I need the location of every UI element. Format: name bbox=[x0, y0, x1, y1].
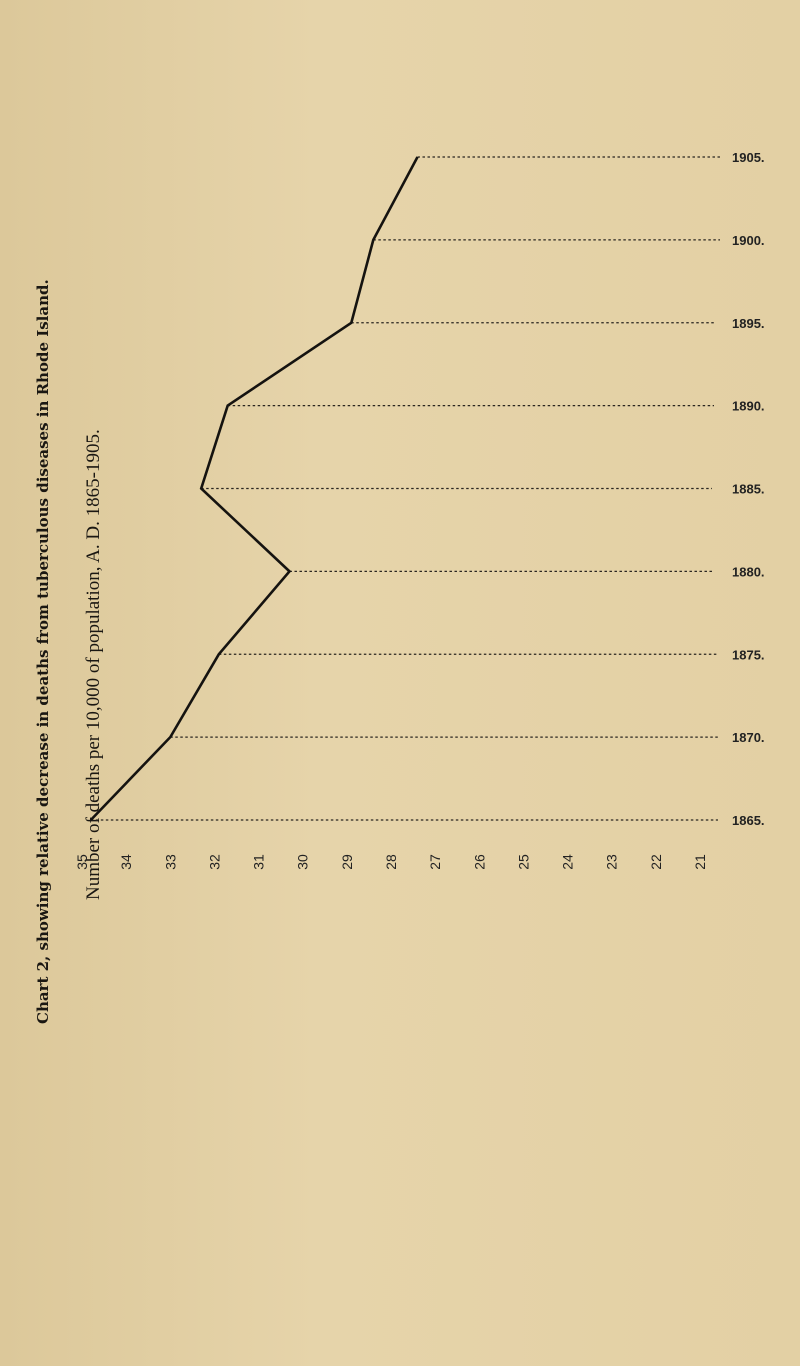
x-tick-22: 22 bbox=[648, 854, 664, 870]
x-tick-35: 35 bbox=[74, 854, 90, 870]
year-label-1865: 1865. bbox=[732, 813, 765, 828]
x-tick-27: 27 bbox=[427, 854, 443, 870]
x-tick-28: 28 bbox=[383, 854, 399, 870]
year-label-1880: 1880. bbox=[732, 564, 765, 579]
year-label-1895: 1895. bbox=[732, 316, 765, 331]
x-tick-34: 34 bbox=[118, 854, 134, 870]
x-tick-23: 23 bbox=[604, 854, 620, 870]
x-tick-26: 26 bbox=[471, 854, 487, 870]
x-tick-24: 24 bbox=[560, 854, 576, 870]
death-rate-line bbox=[89, 156, 419, 821]
year-label-1900: 1900. bbox=[732, 233, 765, 248]
chart-subtitle: Number of deaths per 10,000 of populatio… bbox=[83, 429, 104, 900]
x-tick-33: 33 bbox=[162, 854, 178, 870]
rate-tick-labels: 35 34 33 32 31 30 29 28 27 26 25 24 23 22 21 bbox=[74, 854, 708, 870]
year-guides bbox=[90, 156, 720, 821]
x-tick-25: 25 bbox=[515, 854, 531, 870]
year-labels: 1865. 1870. 1875. 1880. 1885. 1890. 1895. 1900.… bbox=[732, 150, 765, 828]
year-label-1905: 1905. bbox=[732, 150, 765, 165]
year-label-1870: 1870. bbox=[732, 730, 765, 745]
year-label-1885: 1885. bbox=[732, 482, 765, 497]
x-tick-21: 21 bbox=[692, 854, 708, 870]
chart-title: Chart 2, showing relative decrease in de… bbox=[34, 279, 52, 1024]
x-tick-31: 31 bbox=[251, 854, 267, 870]
x-tick-32: 32 bbox=[206, 854, 222, 870]
year-label-1875: 1875. bbox=[732, 647, 765, 662]
x-tick-30: 30 bbox=[295, 854, 311, 870]
year-label-1890: 1890. bbox=[732, 399, 765, 414]
x-tick-29: 29 bbox=[339, 854, 355, 870]
